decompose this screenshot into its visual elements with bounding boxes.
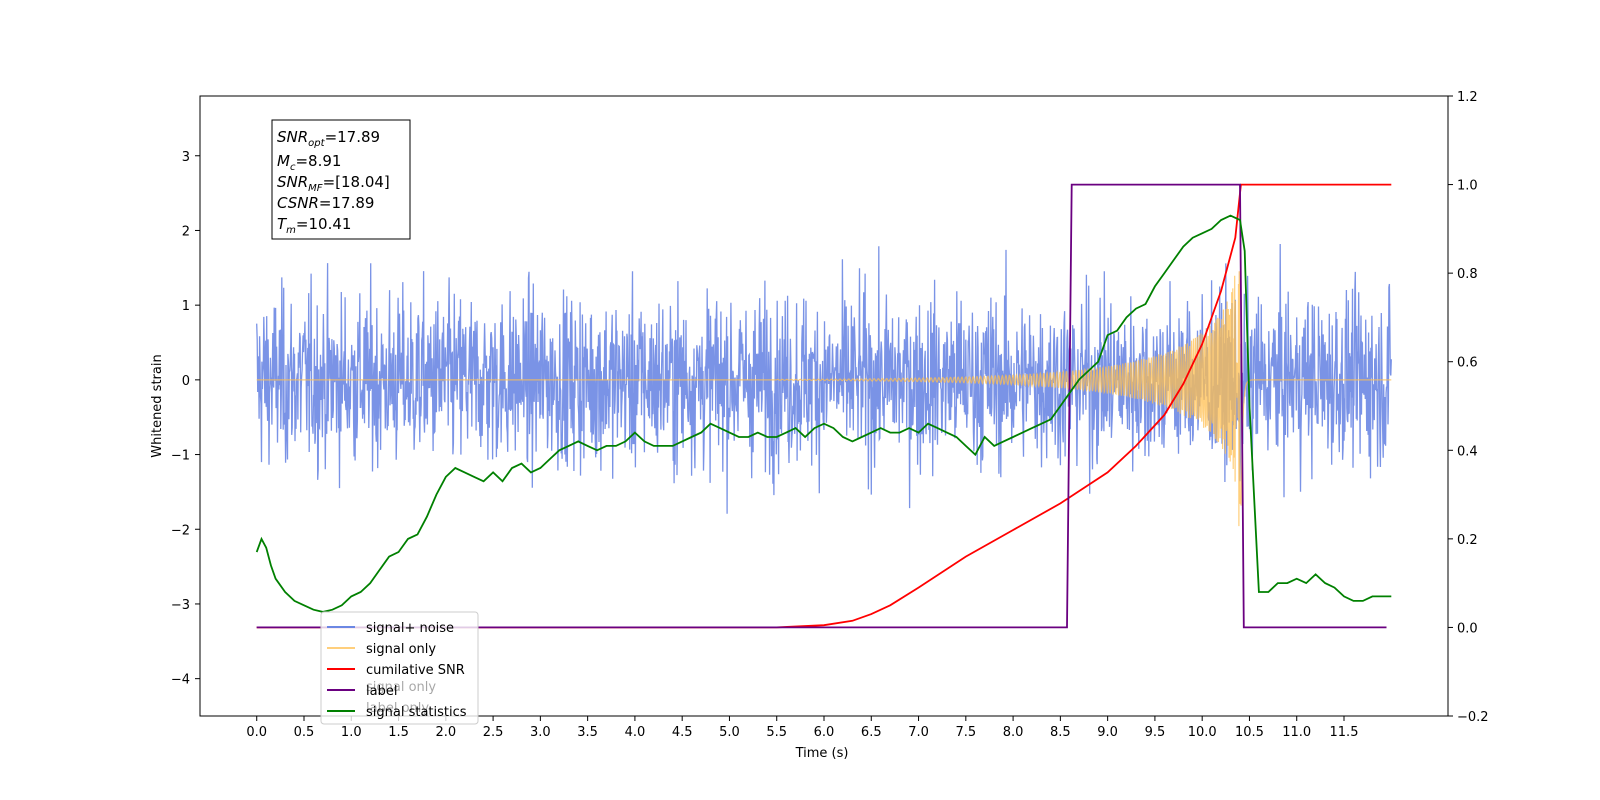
x-tick-label: 4.0 xyxy=(625,725,646,740)
x-tick-label: 7.5 xyxy=(955,725,976,740)
legend-ghost-text-2: label only xyxy=(366,701,429,716)
x-tick-label: 11.0 xyxy=(1282,725,1311,740)
y2-tick-label: 1.0 xyxy=(1457,179,1478,194)
series-label-line xyxy=(256,183,1387,629)
y2-tick-label: 1.2 xyxy=(1457,90,1478,105)
series-signal-statistics-line xyxy=(255,214,1392,613)
y-tick-label: 2 xyxy=(182,224,190,239)
legend: signal only label only signal+ noisesign… xyxy=(320,611,479,725)
x-tick-label: 2.5 xyxy=(483,725,504,740)
x-tick-label: 5.5 xyxy=(766,725,787,740)
y-axis-title: Whitened strain xyxy=(150,354,165,457)
x-tick-label: 8.5 xyxy=(1050,725,1071,740)
x-tick-label: 3.0 xyxy=(530,725,551,740)
legend-label: signal statistics xyxy=(366,705,467,720)
y-tick-label: −4 xyxy=(171,673,190,688)
x-tick-label: 11.5 xyxy=(1330,725,1359,740)
series-signal-noise-line xyxy=(256,243,1392,514)
annotation-mc: Mc=8.91 xyxy=(277,152,341,173)
annotation-snr-mf: SNRMF=[18.04] xyxy=(277,173,390,194)
y-tick-label: 3 xyxy=(182,150,190,165)
y2-tick-label: 0.4 xyxy=(1457,444,1478,459)
legend-label: cumilative SNR xyxy=(366,663,465,678)
y-axis-left: 3 2 1 0 −1 −2 −3 −4 xyxy=(171,150,200,688)
y-axis-right: 1.2 1.0 0.8 0.6 0.4 0.2 0.0 −0.2 xyxy=(1448,90,1489,725)
x-tick-label: 2.0 xyxy=(435,725,456,740)
x-tick-label: 1.5 xyxy=(388,725,409,740)
x-tick-label: 6.0 xyxy=(814,725,835,740)
y2-tick-label: 0.6 xyxy=(1457,356,1478,371)
annotation-csnr: CSNR=17.89 xyxy=(277,194,374,212)
y-tick-label: −1 xyxy=(171,449,190,464)
legend-label: signal only xyxy=(366,642,436,657)
plot-area xyxy=(255,183,1392,629)
y-tick-label: 0 xyxy=(182,374,190,389)
x-tick-label: 9.0 xyxy=(1097,725,1118,740)
y2-tick-label: −0.2 xyxy=(1457,710,1489,725)
x-tick-label: 0.5 xyxy=(294,725,315,740)
x-tick-label: 9.5 xyxy=(1145,725,1166,740)
y-tick-label: −3 xyxy=(171,598,190,613)
legend-label: label xyxy=(366,684,397,699)
annotation-box: SNRopt=17.89 Mc=8.91 SNRMF=[18.04] CSNR=… xyxy=(271,119,411,240)
x-axis: 0.0 0.5 1.0 1.5 2.0 2.5 3.0 3.5 4.0 4.5 5.0 5.5 6.0 6… xyxy=(246,716,1358,740)
legend-ghost-text-1: signal only xyxy=(366,680,436,695)
legend-items: signal+ noise signal only cumilative SNR la… xyxy=(327,621,467,720)
x-axis-title: Time (s) xyxy=(795,746,849,761)
x-tick-label: 10.0 xyxy=(1188,725,1217,740)
x-tick-label: 8.0 xyxy=(1003,725,1024,740)
y-tick-label: 1 xyxy=(182,299,190,314)
x-tick-label: 1.0 xyxy=(341,725,362,740)
series-cumilative-snr-line xyxy=(256,183,1392,629)
x-tick-label: 7.0 xyxy=(908,725,929,740)
y-tick-label: −2 xyxy=(171,523,190,538)
x-tick-label: 4.5 xyxy=(672,725,693,740)
legend-label: signal+ noise xyxy=(366,621,454,636)
x-tick-label: 3.5 xyxy=(577,725,598,740)
series-signal-only-line xyxy=(256,271,1392,527)
x-tick-label: 10.5 xyxy=(1235,725,1264,740)
y2-tick-label: 0.8 xyxy=(1457,267,1478,282)
x-tick-label: 6.5 xyxy=(861,725,882,740)
x-tick-label: 5.0 xyxy=(719,725,740,740)
x-tick-label: 0.0 xyxy=(246,725,267,740)
annotation-tm: Tm=10.41 xyxy=(277,215,351,236)
y2-tick-label: 0.0 xyxy=(1457,621,1478,636)
annotation-snr-opt: SNRopt=17.89 xyxy=(277,128,380,149)
y2-tick-label: 0.2 xyxy=(1457,533,1478,548)
